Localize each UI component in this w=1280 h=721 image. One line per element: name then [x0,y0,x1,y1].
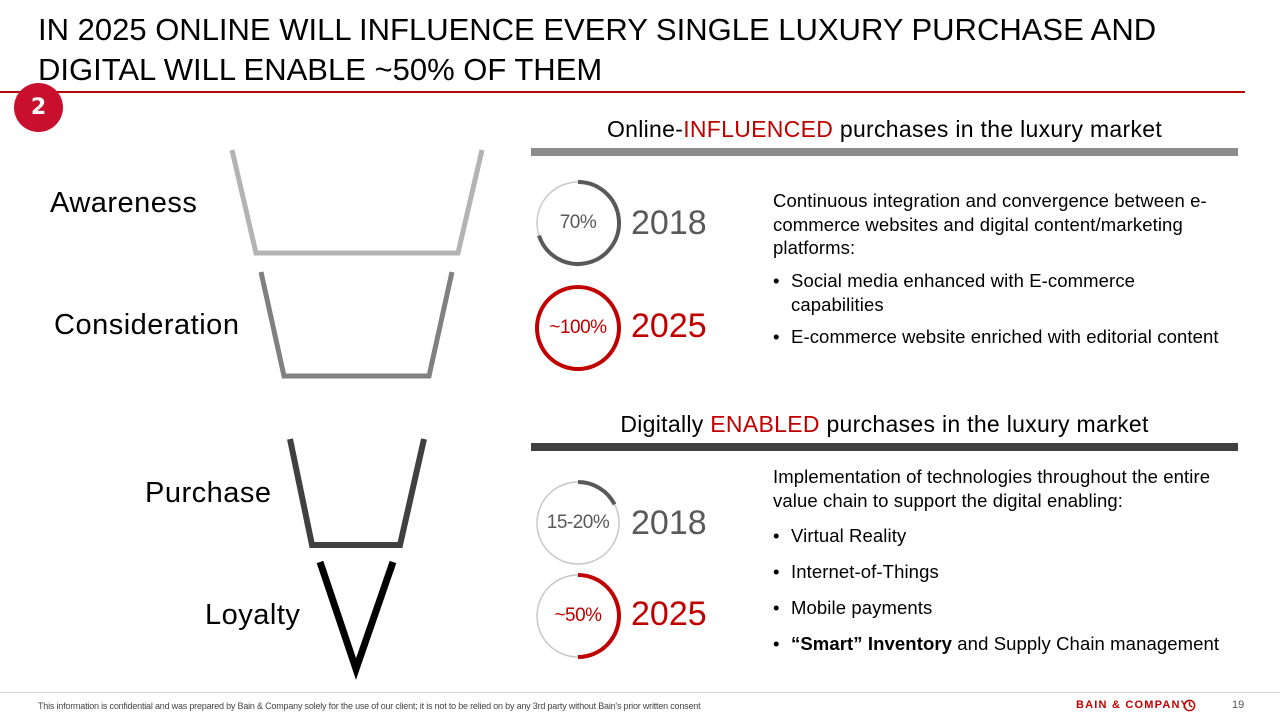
stage-purchase: Purchase [145,477,272,509]
enabled-bullet: Mobile payments [773,596,1233,620]
influenced-2025-ring [535,285,621,371]
section-number-badge: 2 [14,83,63,132]
enabled-heading: Digitally ENABLED purchases in the luxur… [620,411,1149,437]
page-number: 19 [1232,699,1245,711]
influenced-rule [531,148,1238,156]
influenced-2018-ring [536,180,621,266]
influenced-bullet: E-commerce website enriched with editori… [773,325,1233,349]
funnel-awareness-shape [229,149,485,256]
influenced-2025-year: 2025 [631,307,707,345]
influenced-2018-percent: 70% [559,212,597,233]
influenced-bullet: Social media enhanced with E-commerce ca… [773,269,1233,316]
influenced-2018-year: 2018 [631,204,707,242]
influenced-2025-percent: ~100% [549,317,607,338]
stage-awareness: Awareness [50,187,198,219]
ring-arc [537,180,621,266]
enabled-2018-ring [536,480,620,565]
stage-loyalty: Loyalty [205,599,301,631]
ring-arc [535,285,621,371]
funnel-consideration-shape [258,271,455,379]
ring-arc [577,573,621,659]
confidentiality-note: This information is confidential and was… [38,701,701,711]
title-divider [0,91,1245,93]
footer-divider [0,692,1280,693]
stage-consideration: Consideration [54,309,240,341]
enabled-description: Implementation of technologies throughou… [773,466,1211,511]
enabled-bullet: Virtual Reality [773,524,1233,548]
enabled-bullet: “Smart” Inventory and Supply Chain manag… [773,632,1233,656]
enabled-2018-percent: 15-20% [546,512,610,533]
enabled-rule [531,443,1238,451]
enabled-2025-percent: ~50% [554,605,602,626]
influenced-description: Continuous integration and convergence b… [773,190,1207,258]
enabled-2025-year: 2025 [631,595,707,633]
enabled-2018-year: 2018 [631,504,707,542]
brand-name: BAIN & COMPANY [1076,699,1190,711]
enabled-2025-ring [536,573,621,659]
enabled-bullet: Internet-of-Things [773,560,1233,584]
influenced-heading: Online-INFLUENCED purchases in the luxur… [606,116,1163,142]
funnel-diagram [229,149,485,680]
slide-title: IN 2025 ONLINE WILL INFLUENCE EVERY SING… [38,12,1157,87]
ring-arc [577,480,617,506]
funnel-loyalty-shape [316,560,397,680]
brand-logo-icon [1183,699,1196,712]
funnel-purchase-shape [287,438,427,548]
